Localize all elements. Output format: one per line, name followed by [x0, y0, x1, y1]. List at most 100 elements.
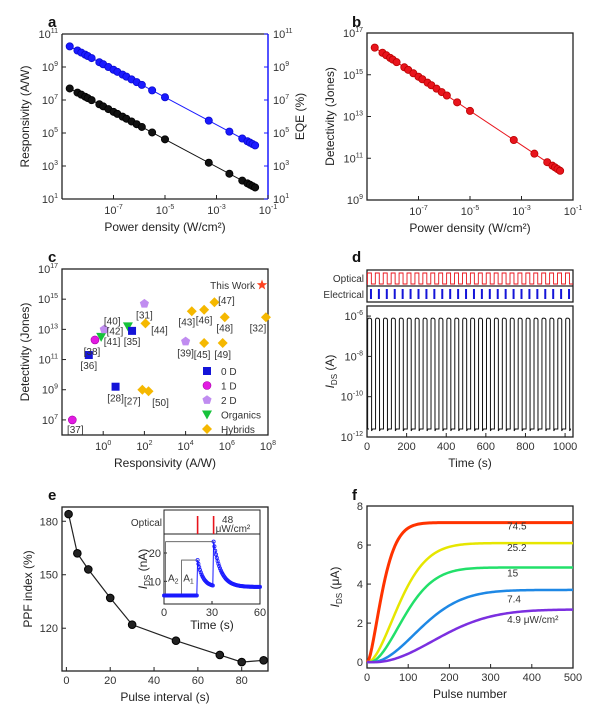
y-tick-label: 1015: [38, 293, 58, 306]
x-tick-label: 104: [178, 440, 194, 453]
data-point-detectivity: [442, 91, 451, 100]
inset-data-point: [216, 561, 221, 566]
x-tick-label: 1000: [553, 441, 577, 453]
x-tick-label: 800: [516, 441, 534, 453]
inset-data-point: [213, 548, 218, 553]
data-point-responsivity: [87, 96, 96, 105]
plot-frame: [366, 505, 574, 669]
reference-label: [41]: [104, 337, 121, 348]
data-point-detectivity: [392, 58, 401, 67]
legend-label: Organics: [221, 411, 261, 422]
y-tick-label: 107: [42, 414, 58, 427]
x-tick-label: 0: [364, 441, 370, 453]
panel-d: Optical Electrical 0 200 400 600 800 1000 10-12 1…: [323, 269, 577, 470]
inset-y-tick-label: 20: [149, 548, 161, 560]
panel-label-a: a: [48, 14, 57, 31]
data-point-hybrids: [143, 386, 154, 397]
inset-x-tick-label: 60: [254, 607, 266, 619]
x-tick-label: 0: [63, 675, 69, 687]
inset-data-point: [211, 539, 216, 544]
data-point-2d: [99, 324, 109, 334]
x-axis-label: Power density (W/cm²): [409, 221, 530, 235]
data-point-ppf: [127, 620, 137, 629]
y2-tick-label: 109: [273, 61, 289, 74]
y-axis-label: Responsivity (A/W): [18, 65, 32, 167]
y2-tick-label: 105: [273, 127, 289, 140]
curve-4.9: [367, 608, 574, 664]
inset-data-point: [212, 544, 217, 549]
y-tick-label: 180: [40, 516, 58, 528]
panel-label-f: f: [352, 487, 358, 504]
y-tick-label: 109: [42, 384, 58, 397]
data-point-ppf: [215, 650, 225, 660]
x-tick-label: 200: [397, 441, 415, 453]
y-tick-label: 10-12: [341, 431, 363, 444]
y-tick-label: 1013: [38, 323, 58, 336]
y-tick-label: 1015: [343, 69, 363, 82]
this-work-label: This Work: [210, 281, 256, 292]
x-axis-label: Responsivity (A/W): [114, 456, 216, 470]
this-work-star-icon: [256, 279, 268, 290]
x-tick-label: 20: [104, 675, 116, 687]
x-tick-label: 108: [260, 440, 276, 453]
data-point-1d: [90, 335, 100, 345]
y-tick-label: 6: [357, 540, 363, 552]
inset-intensity-unit: μW/cm²: [216, 524, 251, 535]
reference-label: [44]: [151, 325, 168, 336]
y2-tick-label: 1011: [273, 28, 293, 41]
x-axis-label: Time (s): [448, 456, 492, 470]
current-trace: [367, 317, 572, 432]
a1-label: A1: [183, 573, 194, 585]
plot-frame: [366, 305, 574, 438]
y2-tick-label: 107: [273, 94, 289, 107]
y-tick-label: 2: [357, 618, 363, 630]
y-tick-label: 8: [357, 501, 363, 513]
inset-optical-label: Optical: [131, 518, 162, 529]
x-tick-label: 102: [136, 440, 152, 453]
x-axis-label: Power density (W/cm²): [104, 220, 225, 234]
inset-data-point: [197, 567, 202, 572]
y-axis-label: PPF index (%): [21, 550, 35, 627]
panel-label-c: c: [48, 249, 56, 266]
reference-label: [37]: [67, 425, 84, 436]
panel-label-e: e: [48, 487, 56, 504]
data-point-detectivity: [370, 43, 379, 52]
panel-a: 10-7 10-5 10-3 10-1101103105107109101110110…: [18, 28, 307, 234]
data-point-responsivity: [251, 183, 260, 192]
x-tick-label: 10-1: [259, 204, 278, 217]
data-point-ppf: [237, 657, 247, 667]
data-point-eqe: [160, 93, 169, 102]
data-point-hybrids: [260, 312, 271, 323]
y-tick-label: 150: [40, 570, 58, 582]
y-tick-label: 0: [357, 657, 363, 669]
reference-label: [28]: [107, 394, 124, 405]
reference-label: [45]: [194, 350, 211, 361]
inset-data-point: [217, 564, 222, 569]
y-tick-label: 120: [40, 623, 58, 635]
inset-data-point: [194, 593, 199, 598]
data-point-responsivity: [225, 169, 234, 178]
reference-label: [35]: [124, 337, 141, 348]
x-tick-label: 400: [523, 672, 541, 684]
legend-marker-organics: [202, 410, 212, 420]
curve-label: 4.9 μW/cm²: [507, 615, 559, 626]
y2-axis-label: EQE (%): [293, 93, 307, 140]
reference-label: [42]: [107, 326, 124, 337]
curve-74.5: [365, 521, 573, 664]
reference-label: [49]: [214, 350, 231, 361]
y-tick-label: 1011: [38, 354, 58, 367]
x-tick-label: 0: [364, 672, 370, 684]
y-tick-label: 1017: [343, 27, 363, 40]
data-point-1d: [68, 415, 77, 425]
legend-label: 2 D: [221, 396, 237, 407]
y-tick-label: 10-10: [341, 391, 363, 404]
x-tick-label: 500: [564, 672, 582, 684]
x-tick-label: 10-5: [156, 204, 175, 217]
data-point-organics: [122, 322, 133, 332]
data-point-ppf: [64, 509, 73, 519]
data-point-ppf: [73, 549, 82, 558]
panel-e: 0 20 40 60 80 120 150 180 Pulse interval (s) PPF …: [21, 506, 269, 704]
y-tick-label: 101: [42, 193, 58, 206]
inset-y-tick-label: 10: [149, 576, 161, 588]
